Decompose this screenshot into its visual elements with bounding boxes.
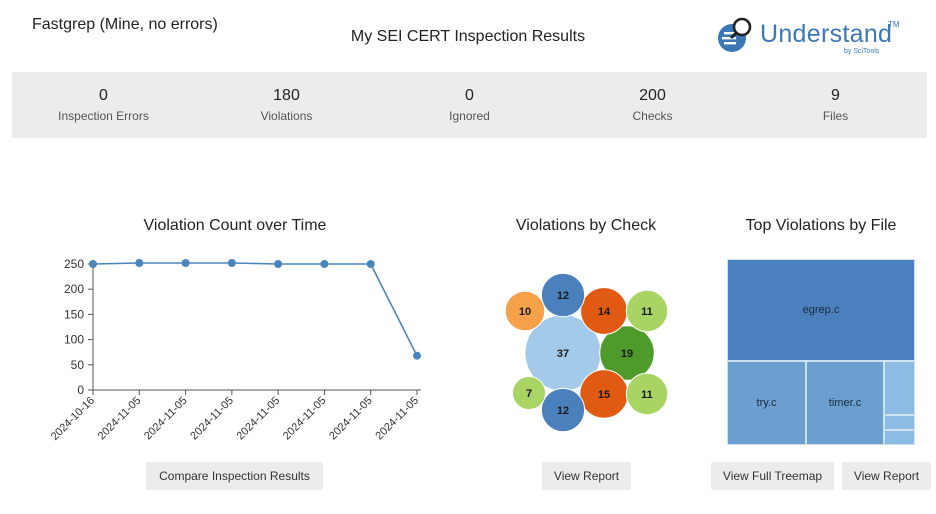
stat-inspection-errors[interactable]: 0 Inspection Errors bbox=[12, 72, 195, 138]
data-point[interactable] bbox=[89, 260, 97, 268]
bubble-chart-title: Violations by Check bbox=[515, 217, 657, 234]
treemap-cell[interactable]: egrep.c bbox=[727, 259, 915, 361]
data-point[interactable] bbox=[274, 260, 283, 268]
x-tick-label: 2024-11-05 bbox=[281, 395, 329, 443]
treemap-cell-label: egrep.c bbox=[802, 304, 840, 316]
treemap-cell-label: try.c bbox=[756, 397, 777, 409]
treemap-cell[interactable] bbox=[884, 415, 915, 430]
bubble[interactable] bbox=[504, 290, 546, 332]
bubble-label: 37 bbox=[557, 348, 569, 360]
series-line bbox=[92, 262, 418, 357]
treemap-cell[interactable]: timer.c bbox=[806, 361, 884, 445]
data-point[interactable] bbox=[135, 258, 144, 267]
stat-label: Ignored bbox=[449, 109, 490, 123]
treemap-cell[interactable] bbox=[884, 430, 915, 445]
stat-checks[interactable]: 200 Checks bbox=[561, 72, 744, 138]
stat-value: 0 bbox=[99, 87, 108, 104]
view-full-treemap-button[interactable]: View Full Treemap bbox=[711, 462, 834, 490]
bubble[interactable] bbox=[511, 375, 547, 411]
bubble-label: 19 bbox=[621, 348, 633, 360]
violation-count-line-chart: 0501001502002502024-10-162024-11-052024-… bbox=[49, 257, 421, 443]
y-tick-label: 250 bbox=[64, 257, 84, 271]
bubble-label: 12 bbox=[557, 405, 569, 417]
data-point[interactable] bbox=[320, 260, 329, 268]
stat-files[interactable]: 9 Files bbox=[744, 72, 927, 138]
treemap-title: Top Violations by File bbox=[745, 217, 897, 234]
y-tick-label: 150 bbox=[64, 307, 84, 321]
logo-wordmark: Understand bbox=[760, 20, 893, 48]
y-tick-label: 200 bbox=[64, 282, 84, 296]
bubble-label: 11 bbox=[641, 306, 653, 318]
compare-inspection-results-button[interactable]: Compare Inspection Results bbox=[146, 462, 323, 490]
x-tick-label: 2024-11-05 bbox=[188, 395, 236, 443]
bubble[interactable] bbox=[599, 325, 655, 381]
data-point[interactable] bbox=[181, 258, 190, 267]
line-chart-title: Violation Count over Time bbox=[143, 217, 327, 234]
stat-value: 180 bbox=[273, 87, 300, 104]
stat-label: Violations bbox=[260, 109, 313, 123]
stat-violations[interactable]: 180 Violations bbox=[195, 72, 378, 138]
bubble[interactable] bbox=[540, 272, 586, 318]
bubble[interactable] bbox=[625, 289, 669, 333]
violations-by-check-bubble-chart: 37 19 15 14 12 12 11 11 10 7 bbox=[504, 272, 669, 433]
stat-value: 9 bbox=[831, 87, 840, 104]
treemap-cell[interactable]: try.c bbox=[727, 361, 806, 445]
y-tick-label: 50 bbox=[71, 358, 85, 372]
bubble-label: 7 bbox=[526, 388, 532, 400]
y-tick-label: 100 bbox=[64, 333, 84, 347]
stat-label: Inspection Errors bbox=[58, 109, 149, 123]
bubble-label: 14 bbox=[598, 306, 611, 318]
magnifier-logo-icon bbox=[718, 17, 752, 52]
stat-ignored[interactable]: 0 Ignored bbox=[378, 72, 561, 138]
y-tick-label: 0 bbox=[77, 383, 84, 397]
bubble[interactable] bbox=[625, 372, 669, 416]
logo-subtitle: by SciTools bbox=[844, 48, 880, 55]
project-title: Fastgrep (Mine, no errors) bbox=[32, 16, 218, 33]
x-tick-label: 2024-10-16 bbox=[49, 395, 97, 443]
bubble-label: 11 bbox=[641, 389, 653, 401]
data-point[interactable] bbox=[366, 260, 375, 268]
x-tick-label: 2024-11-05 bbox=[142, 395, 190, 443]
bubble-label: 12 bbox=[557, 290, 569, 302]
logo-trademark: TM bbox=[888, 20, 900, 29]
data-point[interactable] bbox=[413, 351, 421, 360]
top-violations-treemap: egrep.c try.c timer.c bbox=[727, 259, 915, 445]
view-report-button-files[interactable]: View Report bbox=[842, 462, 931, 490]
bubble-label: 15 bbox=[598, 389, 610, 401]
x-tick-label: 2024-11-05 bbox=[373, 395, 421, 443]
stat-value: 200 bbox=[639, 87, 666, 104]
understand-logo: Understand TM by SciTools bbox=[716, 16, 916, 60]
treemap-cell[interactable] bbox=[884, 361, 915, 415]
x-tick-label: 2024-11-05 bbox=[96, 395, 144, 443]
treemap-cell-label: timer.c bbox=[828, 397, 862, 409]
stats-bar: 0 Inspection Errors 180 Violations 0 Ign… bbox=[12, 72, 927, 138]
view-report-button-checks[interactable]: View Report bbox=[542, 462, 631, 490]
data-point[interactable] bbox=[227, 258, 236, 267]
bubble-label: 10 bbox=[519, 306, 531, 318]
stat-label: Checks bbox=[632, 109, 673, 123]
stat-value: 0 bbox=[465, 87, 474, 104]
bubble[interactable] bbox=[540, 387, 586, 433]
x-tick-label: 2024-11-05 bbox=[235, 395, 283, 443]
stat-label: Files bbox=[822, 109, 849, 123]
x-tick-label: 2024-11-05 bbox=[327, 395, 375, 443]
